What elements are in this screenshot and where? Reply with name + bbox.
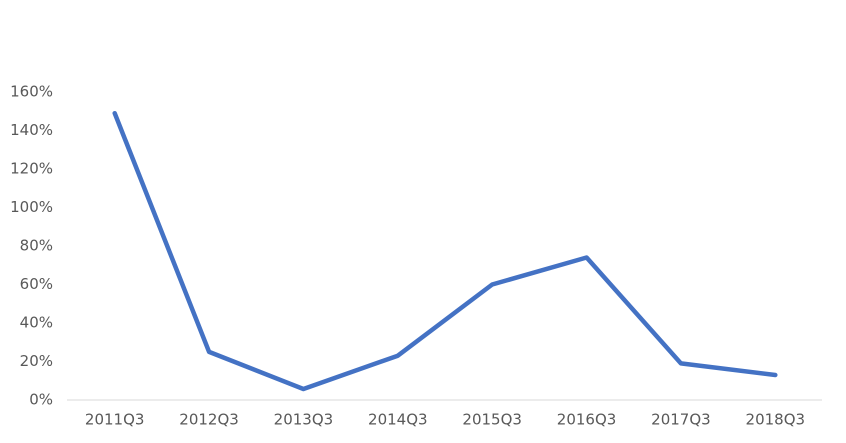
y-tick-label: 80% (20, 237, 53, 255)
x-tick-label: 2013Q3 (274, 411, 334, 429)
x-tick-label: 2014Q3 (368, 411, 428, 429)
x-tick-label: 2015Q3 (462, 411, 522, 429)
y-tick-label: 40% (20, 314, 53, 332)
y-tick-label: 60% (20, 275, 53, 293)
y-tick-label: 0% (29, 391, 53, 409)
y-tick-label: 140% (10, 121, 53, 139)
y-tick-label: 100% (10, 198, 53, 216)
y-tick-label: 20% (20, 352, 53, 370)
y-tick-label: 160% (10, 83, 53, 101)
x-tick-label: 2017Q3 (651, 411, 711, 429)
x-tick-label: 2011Q3 (85, 411, 145, 429)
x-tick-label: 2016Q3 (557, 411, 617, 429)
y-tick-label: 120% (10, 160, 53, 178)
data-line (112, 110, 778, 392)
x-tick-label: 2018Q3 (746, 411, 806, 429)
x-tick-label: 2012Q3 (179, 411, 239, 429)
